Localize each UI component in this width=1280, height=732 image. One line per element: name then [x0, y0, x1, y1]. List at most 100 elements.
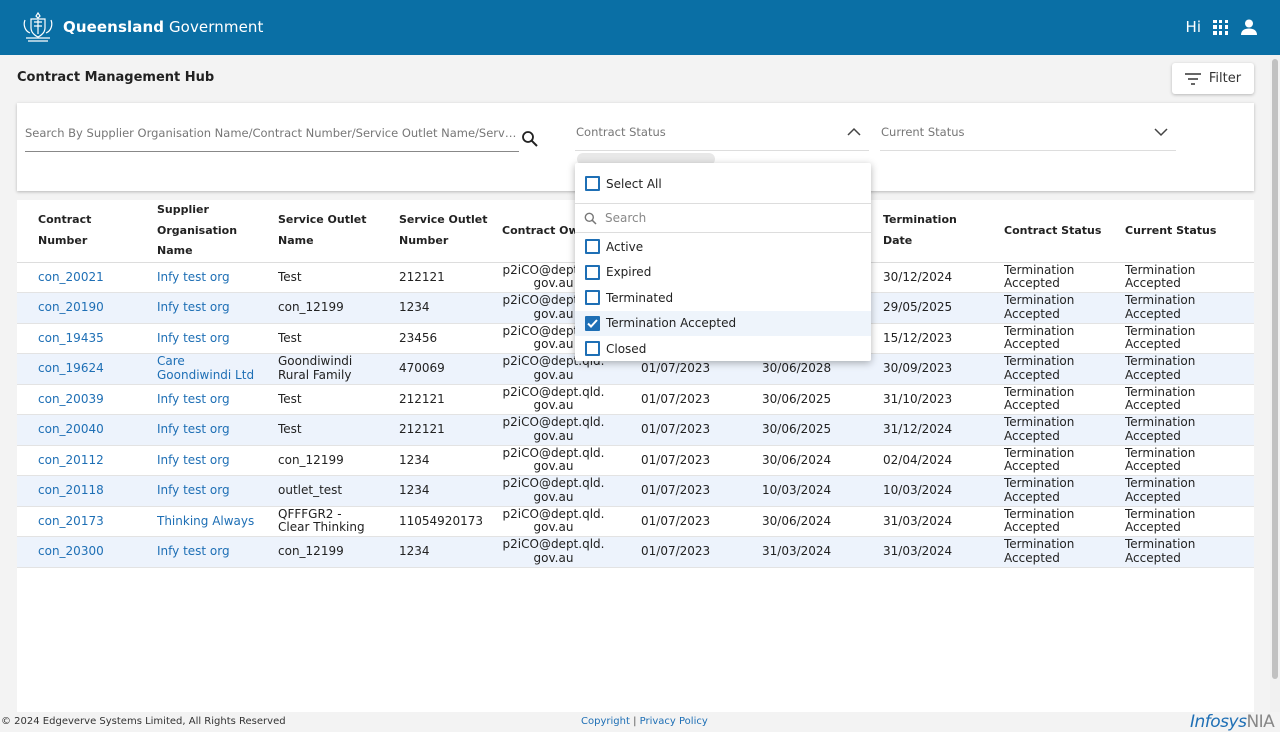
column-header[interactable]: Termination Date: [862, 200, 983, 263]
footer-separator: |: [633, 716, 637, 727]
column-header[interactable]: Service Outlet Number: [378, 200, 499, 263]
page-title: Contract Management Hub: [17, 70, 215, 85]
scrollbar-thumb[interactable]: [1272, 59, 1278, 679]
status-option[interactable]: Terminated: [575, 285, 871, 310]
brand-rest: Government: [164, 18, 264, 36]
brand-title: Queensland Government: [63, 18, 264, 36]
privacy-policy-link[interactable]: Privacy Policy: [639, 716, 708, 727]
supplier-cell[interactable]: Infy test org: [136, 262, 257, 293]
supplier-cell[interactable]: Infy test org: [136, 445, 257, 476]
supplier-cell[interactable]: Infy test org: [136, 414, 257, 446]
cell-text: Test: [278, 331, 302, 345]
top-header: Queensland Government Hi: [0, 0, 1280, 55]
contract-number-cell[interactable]: con_20118: [17, 475, 136, 507]
cell-text: p2iCO@dept.qld.gov.au: [502, 477, 605, 504]
contract-number-cell[interactable]: con_19435: [17, 323, 136, 354]
table-row[interactable]: con_20118 Infy test org outlet_test 1234 p2i…: [17, 475, 1254, 507]
select-all-option[interactable]: Select All: [575, 171, 871, 196]
cell-text: Termination Accepted: [1125, 538, 1196, 565]
checkbox-icon[interactable]: [585, 290, 600, 305]
contract-number-cell[interactable]: con_20112: [17, 445, 136, 476]
contract-status-cell: Termination Accepted: [983, 384, 1104, 415]
filter-button-label: Filter: [1208, 71, 1242, 86]
checkbox-checked-icon[interactable]: [585, 315, 600, 331]
checkbox-icon[interactable]: [585, 239, 600, 254]
column-header[interactable]: Contract Status: [983, 200, 1104, 263]
column-header[interactable]: Current Status: [1104, 200, 1254, 263]
supplier-cell[interactable]: Thinking Always: [136, 506, 257, 537]
table-row[interactable]: con_20039 Infy test org Test 212121 p2iCO@de…: [17, 384, 1254, 415]
checkbox-icon[interactable]: [585, 341, 600, 356]
brand[interactable]: Queensland Government: [20, 10, 264, 44]
status-option[interactable]: Closed: [575, 336, 871, 361]
cell-text: con_20173: [38, 514, 104, 528]
search-input[interactable]: Search By Supplier Organisation Name/Con…: [25, 125, 519, 152]
outlet-number-cell: 212121: [378, 262, 499, 293]
supplier-cell[interactable]: Infy test org: [136, 536, 257, 568]
cell-text: 01/07/2023: [641, 545, 711, 558]
table-row[interactable]: con_20040 Infy test org Test 212121 p2iCO@de…: [17, 414, 1254, 446]
supplier-cell[interactable]: Care Goondiwindi Ltd: [136, 353, 257, 385]
cell-text: 01/07/2023: [641, 514, 711, 528]
select-all-checkbox[interactable]: [585, 176, 600, 191]
table-row[interactable]: con_20300 Infy test org con_12199 1234 p2iCO…: [17, 536, 1254, 568]
status-option[interactable]: Active: [575, 234, 871, 259]
page-scrollbar[interactable]: [1270, 55, 1280, 712]
dropdown-search-input[interactable]: Search: [575, 203, 871, 233]
cell-text: 212121: [399, 423, 445, 436]
cell-text: 31/03/2024: [883, 514, 953, 528]
column-header-line: Name: [278, 233, 314, 247]
column-header[interactable]: Supplier Organisation Name: [136, 200, 257, 263]
column-header-line: Contract Status: [1004, 223, 1102, 237]
cell-text: QFFFGR2 - Clear Thinking: [278, 507, 365, 535]
cell-text: Termination Accepted: [1125, 385, 1196, 413]
contract-number-cell[interactable]: con_20173: [17, 506, 136, 537]
contract-number-cell[interactable]: con_20300: [17, 536, 136, 568]
supplier-cell[interactable]: Infy test org: [136, 384, 257, 415]
cell-text: Infy test org: [157, 331, 230, 345]
cell-text: 31/10/2023: [883, 392, 953, 406]
contract-number-cell[interactable]: con_19624: [17, 353, 136, 385]
contract-number-cell[interactable]: con_20040: [17, 414, 136, 446]
outlet-number-cell: 1234: [378, 475, 499, 507]
cell-text: 212121: [399, 392, 445, 406]
search-icon[interactable]: [521, 130, 539, 148]
column-header[interactable]: Contract Number: [17, 200, 136, 263]
supplier-cell[interactable]: Infy test org: [136, 475, 257, 507]
cell-text: 02/04/2024: [883, 453, 953, 467]
checkbox-icon[interactable]: [585, 264, 600, 280]
copyright-link[interactable]: Copyright: [581, 716, 630, 727]
cell-text: Infy test org: [157, 545, 230, 558]
status-option[interactable]: Expired: [575, 260, 871, 285]
filter-button[interactable]: Filter: [1172, 63, 1254, 94]
logo-main: Infosys: [1190, 712, 1247, 732]
table-row[interactable]: con_20112 Infy test org con_12199 1234 p2iCO…: [17, 445, 1254, 476]
cell-text: con_20021: [38, 270, 104, 284]
contract-status-select[interactable]: Contract Status: [575, 119, 869, 151]
selected-chip: [577, 153, 715, 165]
contract-number-cell[interactable]: con_20190: [17, 292, 136, 324]
apps-grid-icon[interactable]: [1213, 19, 1228, 35]
current-status-cell: Termination Accepted: [1104, 475, 1254, 507]
supplier-cell[interactable]: Infy test org: [136, 292, 257, 324]
column-header-line: Supplier: [157, 203, 209, 216]
table-row[interactable]: con_20173 Thinking Always QFFFGR2 - Clear …: [17, 506, 1254, 537]
cell-text: Test: [278, 392, 302, 406]
contract-number-cell[interactable]: con_20039: [17, 384, 136, 415]
select-all-label: Select All: [606, 176, 662, 191]
contract-number-cell[interactable]: con_20021: [17, 262, 136, 293]
end-date-cell: 30/06/2025: [741, 384, 862, 415]
user-icon[interactable]: [1240, 18, 1258, 36]
status-option[interactable]: Termination Accepted: [575, 310, 871, 336]
infosys-nia-logo: InfosysNIA: [1190, 712, 1275, 732]
supplier-cell[interactable]: Infy test org: [136, 323, 257, 354]
outlet-name-cell: outlet_test: [257, 475, 378, 507]
cell-text: p2iCO@dept.qld.gov.au: [502, 538, 605, 565]
cell-text: con_20300: [38, 545, 104, 558]
logo-suffix: NIA: [1246, 712, 1275, 732]
cell-text: 30/09/2023: [883, 362, 953, 375]
column-header[interactable]: Service Outlet Name: [257, 200, 378, 263]
start-date-cell: 01/07/2023: [620, 506, 741, 537]
cell-text: 29/05/2025: [883, 301, 953, 314]
current-status-select[interactable]: Current Status: [880, 119, 1176, 151]
